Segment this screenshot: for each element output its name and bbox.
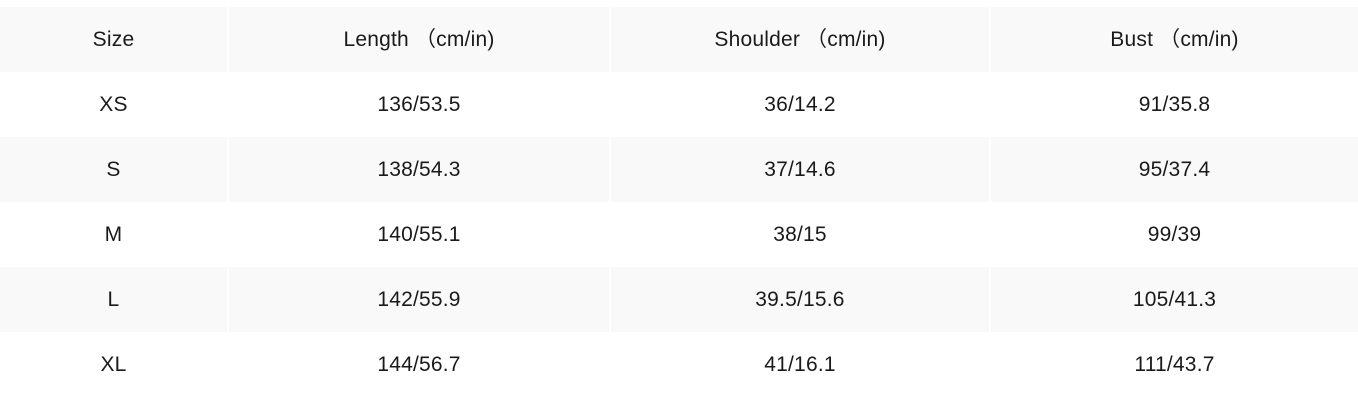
cell-size: XS	[0, 72, 229, 137]
size-table: Size Length （cm/in) Shoulder （cm/in) Bus…	[0, 7, 1358, 397]
cell-length: 138/54.3	[228, 137, 611, 202]
table-row: S 138/54.3 37/14.6 95/37.4	[0, 137, 1358, 202]
cell-size: M	[0, 202, 229, 267]
cell-bust: 111/43.7	[990, 332, 1358, 397]
cell-bust: 105/41.3	[990, 267, 1358, 332]
cell-length: 144/56.7	[228, 332, 611, 397]
cell-bust: 95/37.4	[990, 137, 1358, 202]
table-row: XS 136/53.5 36/14.2 91/35.8	[0, 72, 1358, 137]
size-table-head: Size Length （cm/in) Shoulder （cm/in) Bus…	[0, 7, 1358, 72]
cell-shoulder: 39.5/15.6	[610, 267, 991, 332]
table-row: M 140/55.1 38/15 99/39	[0, 202, 1358, 267]
column-header-size: Size	[0, 7, 229, 72]
column-header-bust: Bust （cm/in)	[990, 7, 1358, 72]
cell-shoulder: 36/14.2	[610, 72, 991, 137]
cell-shoulder: 38/15	[610, 202, 991, 267]
cell-size: S	[0, 137, 229, 202]
cell-shoulder: 41/16.1	[610, 332, 991, 397]
column-header-length: Length （cm/in)	[228, 7, 611, 72]
table-header-row: Size Length （cm/in) Shoulder （cm/in) Bus…	[0, 7, 1358, 72]
size-table-body: XS 136/53.5 36/14.2 91/35.8 S 138/54.3 3…	[0, 72, 1358, 397]
cell-size: L	[0, 267, 229, 332]
cell-shoulder: 37/14.6	[610, 137, 991, 202]
cell-length: 142/55.9	[228, 267, 611, 332]
cell-size: XL	[0, 332, 229, 397]
column-header-shoulder: Shoulder （cm/in)	[610, 7, 991, 72]
cell-bust: 91/35.8	[990, 72, 1358, 137]
table-row: XL 144/56.7 41/16.1 111/43.7	[0, 332, 1358, 397]
size-chart: Size Length （cm/in) Shoulder （cm/in) Bus…	[0, 7, 1358, 397]
cell-length: 140/55.1	[228, 202, 611, 267]
cell-length: 136/53.5	[228, 72, 611, 137]
table-row: L 142/55.9 39.5/15.6 105/41.3	[0, 267, 1358, 332]
cell-bust: 99/39	[990, 202, 1358, 267]
